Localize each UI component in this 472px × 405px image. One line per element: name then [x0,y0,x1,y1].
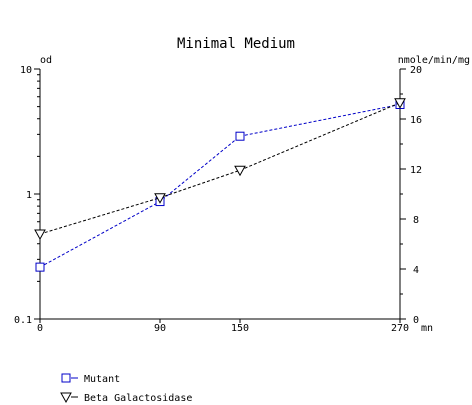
data-point-beta-galactosidase [394,98,406,109]
y-right-tick-label: 16 [410,115,422,126]
x-tick-label: 0 [37,323,43,334]
y-left-axis-label: od [40,55,52,66]
y-left-tick-label: 1 [26,190,32,201]
x-tick-label: 150 [231,323,249,334]
y-right-tick-label: 12 [410,165,422,176]
legend-label: Mutant [84,374,120,385]
y-right-tick-label: 8 [413,215,419,226]
data-point-mutant [235,131,245,141]
legend-entry: Mutant [61,373,120,385]
series-line-mutant [39,104,401,268]
chart-title: Minimal Medium [177,36,295,52]
data-point-beta-galactosidase [34,229,46,241]
y-right-axis-label: nmole/min/mg [398,55,470,66]
series [34,98,406,272]
axis-ticks: 0 90 150 270 0.1 1 10 0 4 8 12 16 20 [14,65,422,334]
y-left-tick-label: 0.1 [14,315,32,326]
data-point-mutant [35,262,45,272]
legend-marker [60,392,72,404]
legend-marker [61,373,71,383]
x-tick-label: 90 [154,323,166,334]
series-line-beta-galactosidase [39,102,401,235]
legend: Mutant Beta Galactosidase [60,373,192,404]
series-beta-galactosidase [34,98,406,241]
legend-label: Beta Galactosidase [84,393,192,404]
legend-entry: Beta Galactosidase [60,392,192,404]
y-right-tick-label: 20 [410,65,422,76]
data-point-beta-galactosidase [234,165,246,177]
y-right-tick-label: 0 [413,315,419,326]
y-left-tick-label: 10 [20,65,32,76]
axes [39,69,401,320]
series-mutant [35,99,405,272]
x-axis-unit-label: mn [421,323,433,334]
y-right-tick-label: 4 [413,265,419,276]
x-tick-label: 270 [391,323,409,334]
data-point-beta-galactosidase [154,193,166,204]
